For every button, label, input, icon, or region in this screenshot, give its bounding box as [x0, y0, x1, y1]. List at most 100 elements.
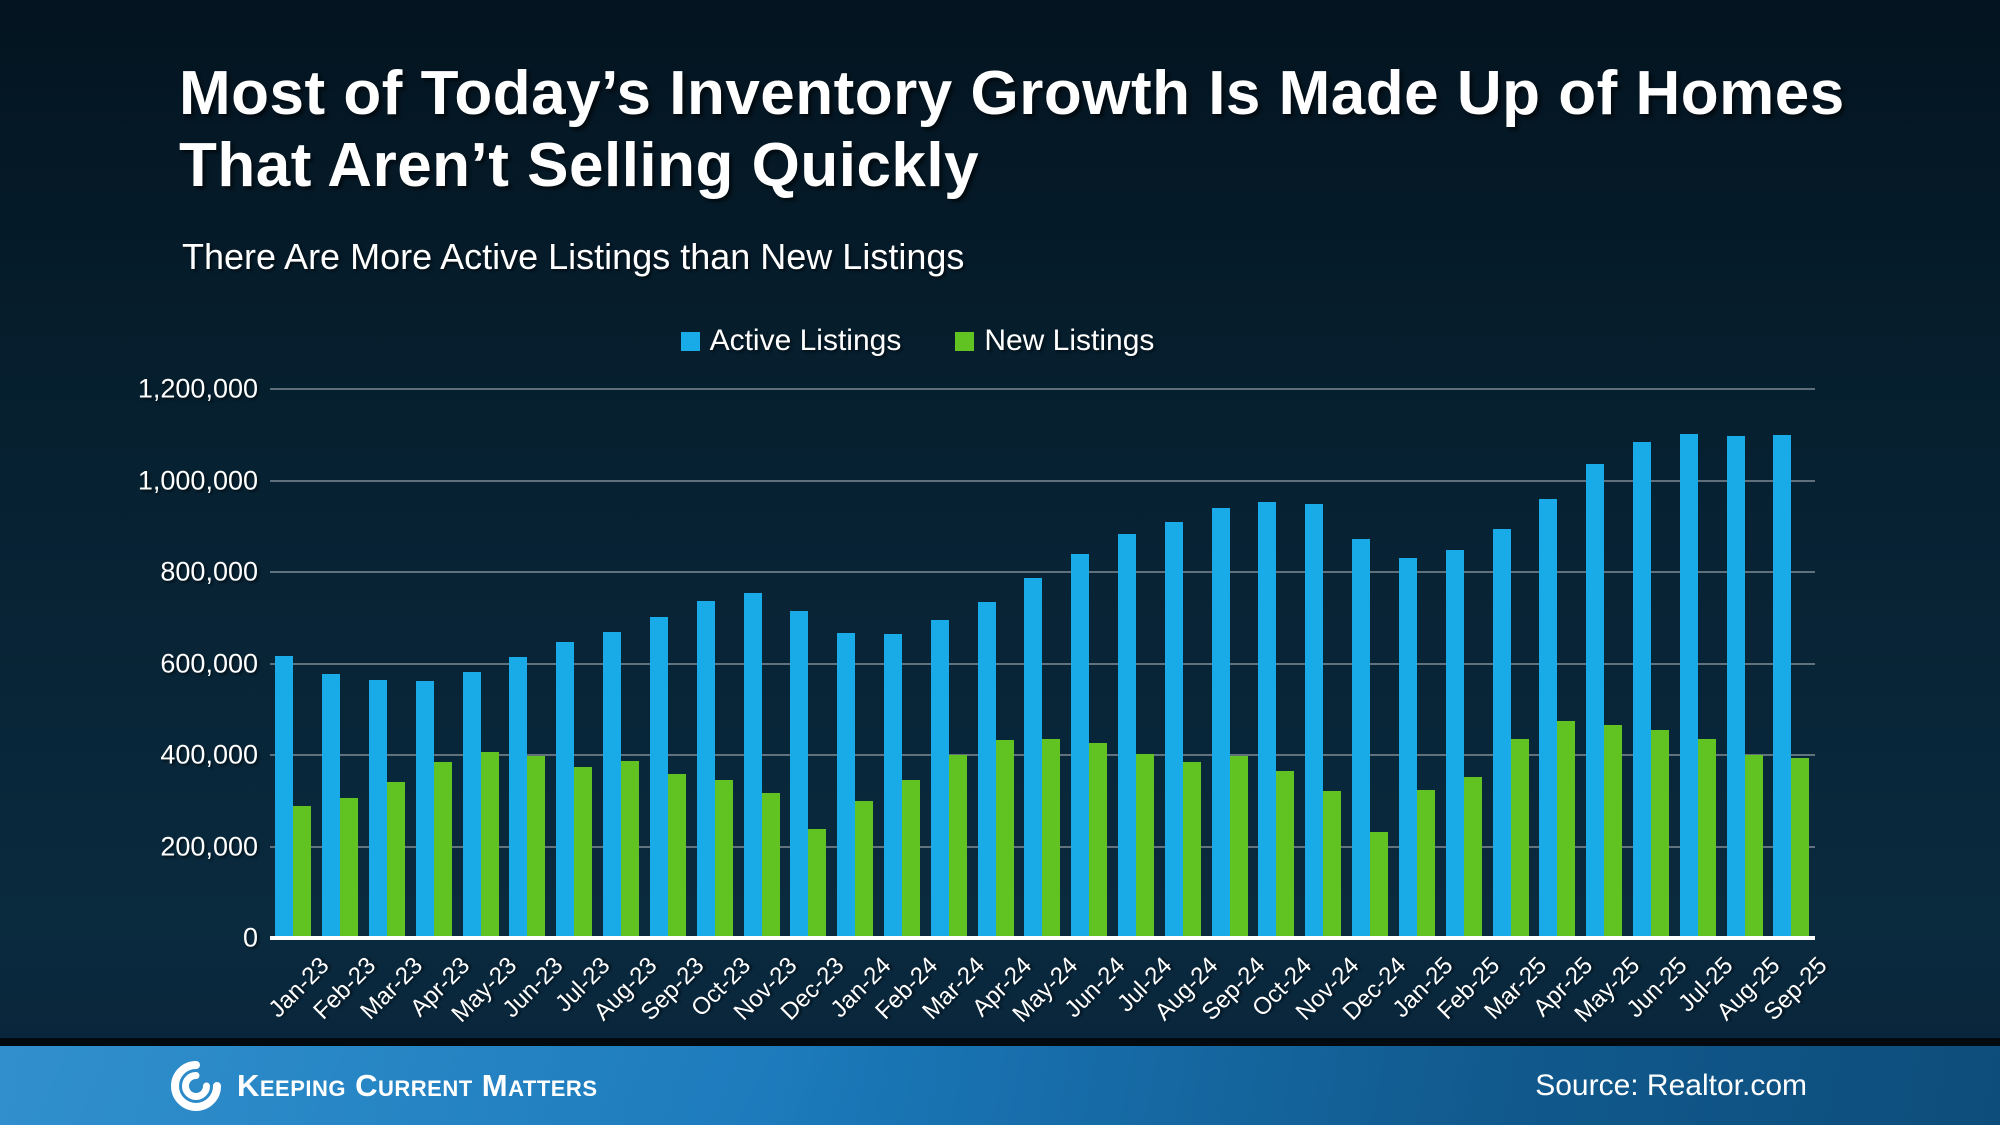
active-listings-bar: [1164, 522, 1183, 938]
new-listings-bar: [948, 755, 967, 938]
gridline: [270, 479, 1815, 482]
new-listings-bar: [574, 766, 593, 938]
chart-subtitle: There Are More Active Listings than New …: [182, 236, 965, 277]
new-listings-swatch-icon: [955, 331, 975, 351]
chart-title-line2: That Aren’t Selling Quickly: [179, 131, 980, 200]
active-listings-bar: [369, 680, 388, 938]
bar-group-may-25: May-25: [1570, 389, 1645, 1028]
new-listings-bar: [1510, 738, 1529, 938]
active-listings-bar: [1352, 539, 1371, 938]
footer-bar: Keeping Current Matters Source: Realtor.…: [0, 1046, 2000, 1125]
footer-divider: [0, 1038, 2000, 1046]
new-listings-bar: [433, 761, 452, 938]
bar-group-may-24: May-24: [1008, 389, 1083, 1028]
active-listings-bar: [790, 611, 809, 938]
new-listings-bar: [808, 828, 827, 938]
active-listings-bar: [1305, 503, 1324, 938]
bar-group-jul-23: Jul-23: [550, 389, 615, 1017]
active-listings-bar: [1726, 435, 1745, 938]
legend-label-active-listings: Active Listings: [709, 324, 902, 357]
chart-legend: Active Listings New Listings: [145, 324, 1690, 358]
active-listings-bar: [275, 655, 294, 938]
bar-group-mar-24: Mar-24: [917, 389, 990, 1025]
active-listings-bar: [883, 633, 902, 938]
gridline: [270, 662, 1815, 665]
y-axis: 0 200,000 400,000 600,000 800,000 1,000,000 1,…: [0, 374, 258, 953]
bar-group-nov-24: Nov-24: [1291, 389, 1364, 1026]
bar-group-apr-24: Apr-24: [967, 389, 1037, 1022]
y-axis-tick-label: 600,000: [160, 648, 258, 678]
new-listings-bar: [1042, 738, 1061, 938]
active-listings-bar: [743, 592, 762, 938]
new-listings-bar: [1604, 725, 1623, 938]
new-listings-bar: [480, 751, 499, 938]
new-listings-bar: [340, 798, 359, 938]
bar-group-sep-23: Sep-23: [635, 389, 709, 1026]
active-listings-bar: [930, 620, 949, 938]
active-listings-bar: [415, 680, 434, 938]
new-listings-bar: [1276, 771, 1295, 938]
active-listings-bar: [837, 633, 856, 938]
bar-group-dec-23: Dec-23: [776, 389, 849, 1026]
new-listings-bar: [1791, 758, 1810, 938]
new-listings-bar: [1089, 742, 1108, 938]
new-listings-bar: [1370, 831, 1389, 938]
new-listings-bar: [1182, 762, 1201, 938]
source-attribution: Source: Realtor.com: [1535, 1068, 1807, 1102]
active-listings-bar: [1679, 433, 1698, 938]
bar-group-aug-24: Aug-24: [1150, 389, 1224, 1026]
bar-group-feb-23: Feb-23: [308, 389, 381, 1025]
chart-title: Most of Today’s Inventory Growth Is Made…: [179, 58, 1845, 202]
bar-group-sep-25: Sep-25: [1759, 389, 1832, 1026]
active-listings-bar: [1539, 499, 1558, 938]
y-axis-tick-label: 400,000: [160, 739, 258, 770]
active-listings-bar: [649, 616, 668, 938]
active-listings-bar: [1258, 501, 1277, 938]
active-listings-bar: [556, 642, 575, 938]
active-listings-bar: [1118, 533, 1137, 938]
kcm-swirl-icon: [171, 1060, 221, 1111]
active-listings-bar: [1445, 550, 1464, 938]
bar-group-feb-24: Feb-24: [870, 389, 943, 1025]
new-listings-bar: [1744, 755, 1763, 938]
bar-group-sep-24: Sep-24: [1197, 389, 1271, 1026]
legend-label-new-listings: New Listings: [984, 324, 1155, 357]
bar-group-may-23: May-23: [446, 389, 522, 1028]
new-listings-bar: [1416, 789, 1435, 938]
active-listings-bar: [977, 602, 996, 938]
bar-group-apr-25: Apr-25: [1528, 389, 1598, 1022]
gridline: [270, 388, 1815, 390]
gridline: [270, 571, 1815, 573]
new-listings-bar: [1650, 730, 1669, 938]
bar-group-jun-24: Jun-24: [1059, 389, 1130, 1023]
y-axis-tick-label: 0: [242, 922, 258, 953]
chart-title-line1: Most of Today’s Inventory Growth Is Made…: [179, 59, 1845, 128]
active-listings-bar: [509, 657, 528, 938]
active-listings-bar: [1398, 558, 1417, 938]
bar-group-apr-23: Apr-23: [405, 389, 475, 1022]
new-listings-bar: [527, 756, 546, 938]
active-listings-bar: [462, 671, 481, 938]
new-listings-bar: [1229, 755, 1248, 938]
new-listings-bar: [1323, 790, 1342, 938]
bar-group-aug-23: Aug-23: [588, 389, 662, 1026]
bar-group-feb-25: Feb-25: [1432, 389, 1505, 1025]
bar-group-mar-25: Mar-25: [1479, 389, 1552, 1025]
bar-group-aug-25: Aug-25: [1712, 389, 1786, 1026]
active-listings-bar: [696, 600, 715, 938]
y-axis-tick-label: 1,200,000: [137, 373, 258, 404]
active-listings-bar: [1773, 434, 1792, 938]
bar-group-jun-25: Jun-25: [1621, 389, 1692, 1023]
bar-series-container: Jan-23 Feb-23 Mar-23 Apr-23 May-23 Jun-23 Jul-…: [264, 389, 1832, 1028]
bar-group-jan-25: Jan-25: [1387, 389, 1458, 1023]
new-listings-bar: [1557, 721, 1576, 938]
active-listings-bar: [322, 673, 341, 938]
new-listings-bar: [1463, 776, 1482, 938]
legend-item-active-listings: Active Listings: [680, 324, 902, 358]
active-listings-bar: [603, 631, 622, 938]
active-listings-swatch-icon: [680, 331, 700, 351]
bar-group-dec-24: Dec-24: [1337, 389, 1411, 1026]
bar-group-mar-23: Mar-23: [355, 389, 428, 1025]
new-listings-bar: [387, 782, 406, 938]
active-listings-bar: [1632, 441, 1651, 938]
